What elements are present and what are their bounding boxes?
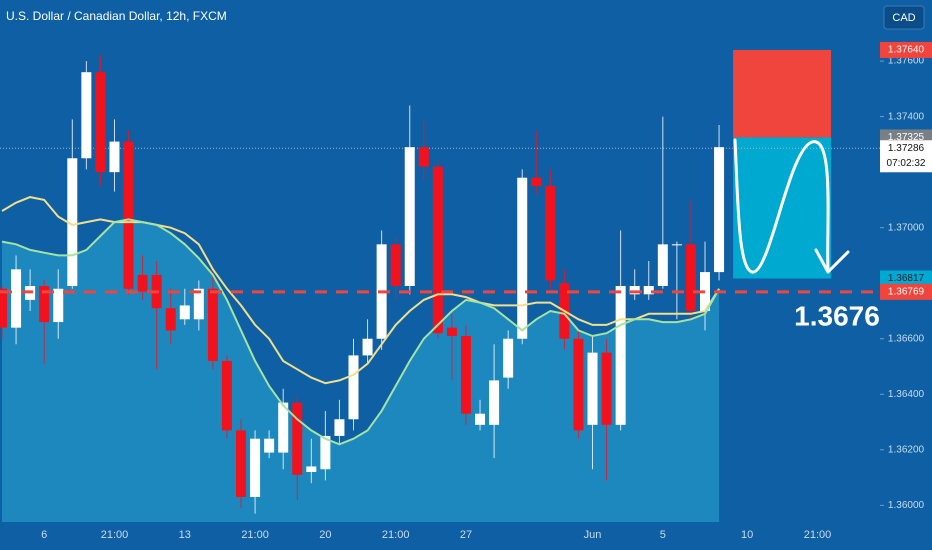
x-tick-label: 5	[660, 529, 666, 541]
candle-body	[221, 360, 232, 431]
candle-body	[250, 438, 261, 498]
plot-area	[0, 49, 880, 522]
candle-body	[109, 141, 120, 173]
candle-body	[517, 177, 528, 339]
price-tag	[880, 41, 932, 58]
candle-body	[95, 72, 106, 173]
candle-body	[615, 285, 626, 425]
candle-body	[264, 438, 275, 453]
candle-body	[236, 430, 247, 498]
chart-title: U.S. Dollar / Canadian Dollar, 12h, FXCM	[6, 9, 227, 23]
candle-body	[446, 327, 457, 336]
currency-label[interactable]: CAD	[892, 12, 915, 24]
candle-body	[489, 380, 500, 425]
candle-body	[643, 285, 654, 295]
price-tag	[880, 140, 932, 173]
currency-button[interactable]	[883, 5, 925, 30]
candle-body	[11, 269, 22, 328]
y-tick-label: 1.36200	[888, 444, 925, 455]
candle-body	[587, 352, 598, 425]
candle-body	[179, 305, 190, 320]
x-tick-label: 21:00	[804, 529, 832, 541]
candle-body	[306, 466, 317, 473]
candle-body	[714, 147, 725, 273]
candle-body	[601, 352, 612, 425]
y-tick-label: 1.36000	[888, 500, 925, 511]
candle-body	[531, 177, 542, 187]
candle-body	[137, 274, 148, 292]
candle-body	[0, 288, 7, 328]
candle-body	[320, 435, 331, 470]
candle-body	[334, 419, 345, 436]
candle-body	[629, 285, 640, 295]
candle-body	[475, 413, 486, 425]
price-tag-label: 1.37286	[888, 143, 925, 154]
candle-body	[573, 338, 584, 431]
price-tag	[880, 283, 932, 300]
candle-body	[165, 308, 176, 331]
y-tick-label: 1.37400	[888, 111, 925, 122]
candle-body	[545, 186, 556, 281]
x-tick-label: 10	[741, 529, 753, 541]
moving-average	[1, 196, 720, 385]
price-tag	[880, 270, 932, 287]
countdown: 07:02:32	[887, 158, 926, 169]
candle-body	[390, 244, 401, 286]
candle-body	[685, 244, 696, 311]
candle-body	[81, 72, 92, 159]
candle-body	[278, 402, 289, 453]
candle-body	[404, 147, 415, 286]
price-tag-label: 1.36769	[888, 286, 925, 297]
price-tag-label: 1.36817	[888, 273, 925, 284]
candle-body	[671, 244, 682, 246]
x-tick-label: 13	[179, 529, 191, 541]
y-tick-label: 1.36600	[888, 333, 925, 344]
candle-body	[362, 338, 373, 356]
candle-body	[418, 147, 429, 167]
price-tag-label: 1.37325	[888, 132, 925, 143]
x-tick-label: 21:00	[241, 529, 269, 541]
price-tag-label: 1.37640	[888, 45, 925, 56]
candle-body	[67, 158, 78, 286]
stop-zone	[733, 49, 832, 138]
annotation: 1.3676	[794, 300, 880, 331]
candle-body	[53, 288, 64, 323]
candle-body	[432, 166, 443, 334]
candle-body	[700, 272, 710, 311]
x-tick-label: 21:00	[382, 529, 410, 541]
drawn-arrow	[733, 138, 850, 274]
candle-body	[348, 355, 359, 420]
moving-average	[1, 218, 720, 446]
x-tick-label: 20	[319, 529, 331, 541]
ma-area	[2, 219, 720, 522]
x-tick-label: 6	[41, 529, 47, 541]
y-tick-label: 1.37000	[888, 222, 925, 233]
candle-body	[292, 402, 303, 475]
candle-body	[207, 288, 218, 361]
x-tick-label: 21:00	[101, 529, 129, 541]
y-tick-label: 1.36400	[888, 389, 925, 400]
y-tick-label: 1.37600	[888, 56, 925, 67]
x-tick-label: 27	[460, 529, 472, 541]
candle-body	[657, 244, 668, 286]
candle-body	[39, 285, 50, 323]
x-tick-label: Jun	[584, 529, 602, 541]
candle-body	[193, 288, 204, 320]
candle-body	[460, 335, 471, 414]
candle-body	[503, 338, 514, 378]
candle-body	[123, 141, 134, 289]
